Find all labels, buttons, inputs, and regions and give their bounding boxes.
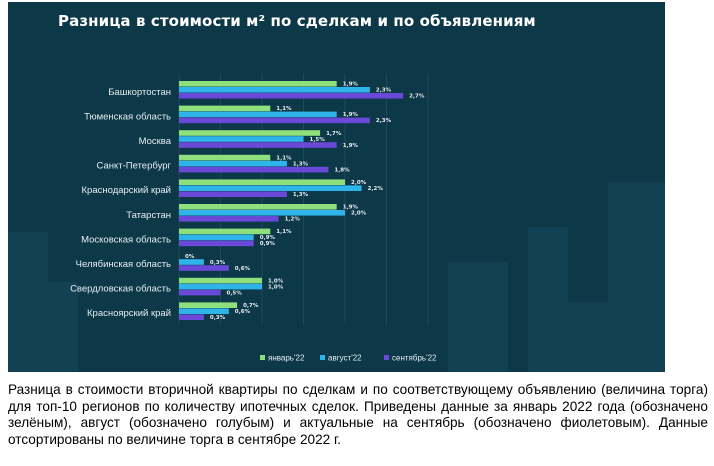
category-labels: Башкортостан Тюменская область Москва Санкт… xyxy=(70,87,172,319)
data-label: 2,2% xyxy=(368,186,384,192)
bar xyxy=(179,314,204,320)
data-label: 1,5% xyxy=(310,137,326,143)
data-label: 0,5% xyxy=(227,290,243,296)
data-label: 2,3% xyxy=(376,118,392,124)
category-label: Башкортостан xyxy=(108,87,171,98)
data-label: 0,3% xyxy=(210,315,226,321)
category-label: Краснодарский край xyxy=(82,185,171,196)
bar xyxy=(179,154,271,161)
data-label: 0,9% xyxy=(260,241,276,247)
data-label: 0,9% xyxy=(260,235,276,241)
background-building xyxy=(448,262,508,372)
bar xyxy=(179,166,329,173)
bar xyxy=(179,117,370,124)
bar xyxy=(179,130,321,136)
category-label: Челябинская область xyxy=(76,259,171,270)
bar xyxy=(179,185,362,191)
background-building xyxy=(8,232,48,372)
category-label: Татарстан xyxy=(126,210,171,221)
legend-label: январь'22 xyxy=(268,354,305,363)
data-label: 0,7% xyxy=(243,303,259,309)
legend: январь'22 август'22 сентябрь'22 xyxy=(260,354,437,363)
bar xyxy=(179,81,337,87)
data-label: 1,9% xyxy=(343,143,359,149)
background-building xyxy=(528,227,568,372)
bar xyxy=(179,283,262,290)
bar xyxy=(179,179,345,185)
chart-title: Разница в стоимости м² по сделкам и по о… xyxy=(58,12,536,30)
category-label: Красноярский край xyxy=(87,308,171,319)
data-label: 1,8% xyxy=(334,167,350,173)
bar xyxy=(179,204,337,210)
chart-panel: Разница в стоимости м² по сделкам и по о… xyxy=(8,2,665,372)
bar xyxy=(179,240,254,247)
bars-layer: 1,9% 2,3% 2,7% 1,1% 1,9% 2,3% 1,7%1,5% 1,9% 1,1%… xyxy=(179,81,425,321)
bar xyxy=(179,191,287,197)
data-label: 2,0% xyxy=(351,211,367,217)
category-label: Свердловская область xyxy=(70,284,171,295)
category-label: Тюменская область xyxy=(84,111,171,122)
background-building xyxy=(48,282,78,372)
legend-swatch xyxy=(384,355,389,360)
category-label: Санкт-Петербург xyxy=(96,161,171,172)
background-building xyxy=(608,182,665,372)
bar xyxy=(179,308,229,314)
data-label: 1,0% xyxy=(268,284,284,290)
data-label: 1,2% xyxy=(285,217,301,223)
bar xyxy=(179,87,370,93)
data-label: 1,7% xyxy=(326,131,342,137)
data-label: 1,9% xyxy=(343,82,359,88)
data-label: 0,3% xyxy=(210,260,226,266)
legend-swatch xyxy=(320,355,325,360)
category-label: Московская область xyxy=(81,234,171,245)
data-label: 1,1% xyxy=(276,106,292,112)
bar xyxy=(179,277,262,284)
legend-swatch xyxy=(260,355,265,360)
data-label: 2,7% xyxy=(409,94,425,100)
data-label: 1,9% xyxy=(343,205,359,211)
data-label: 1,1% xyxy=(276,229,292,235)
figure-caption: Разница в стоимости вторичной квартиры п… xyxy=(8,382,708,447)
data-label: 2,3% xyxy=(376,88,392,94)
legend-label: август'22 xyxy=(328,354,362,363)
data-label: 1,1% xyxy=(276,155,292,161)
bar xyxy=(179,234,254,241)
bar xyxy=(179,136,304,142)
background-building xyxy=(568,302,608,372)
bar xyxy=(179,111,337,118)
data-label: 0% xyxy=(185,254,195,260)
data-label: 0,6% xyxy=(235,266,251,272)
bar xyxy=(179,105,271,112)
bar-chart: 1,9% 2,3% 2,7% 1,1% 1,9% 2,3% 1,7%1,5% 1,9% 1,1%… xyxy=(70,74,437,363)
bar xyxy=(179,216,279,222)
bar xyxy=(179,228,271,235)
data-label: 0,6% xyxy=(235,309,251,315)
data-label: 2,0% xyxy=(351,180,367,186)
bar xyxy=(179,302,238,308)
bar xyxy=(179,210,345,216)
legend-label: сентябрь'22 xyxy=(392,354,437,363)
bar xyxy=(179,289,221,296)
data-label: 1,0% xyxy=(268,278,284,284)
data-label: 1,3% xyxy=(293,192,309,198)
bar xyxy=(179,93,404,99)
bar xyxy=(179,265,229,271)
bar xyxy=(179,160,287,167)
category-label: Москва xyxy=(139,136,172,147)
bar xyxy=(179,142,337,148)
data-label: 1,3% xyxy=(293,161,309,167)
data-label: 1,9% xyxy=(343,112,359,118)
bar xyxy=(179,259,204,265)
